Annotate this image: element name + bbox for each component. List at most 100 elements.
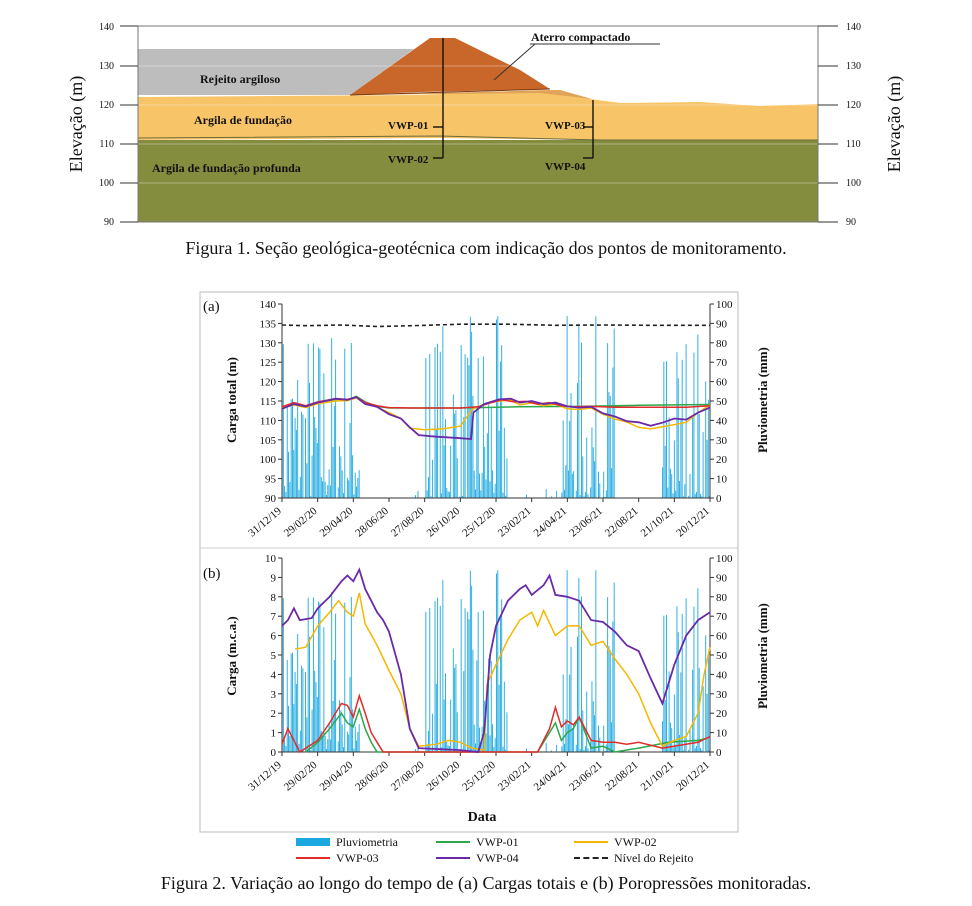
y2tick-label: 10 xyxy=(716,474,728,486)
xtick-label: 29/04/20 xyxy=(318,505,356,540)
ytick-label: 10 xyxy=(265,553,277,565)
ytick-label: 110 xyxy=(260,415,277,427)
figure1-caption: Figura 1. Seção geológica-geotécnica com… xyxy=(185,238,787,258)
boundary-line xyxy=(137,135,818,141)
panel-a-y2label: Pluviometria (mm) xyxy=(755,347,770,453)
xtick-label: 29/02/20 xyxy=(282,759,320,794)
xtick-label: 20/12/21 xyxy=(674,759,712,793)
ytick-label: 120 xyxy=(260,377,277,389)
fig1-ylabel-right: Elevação (m) xyxy=(884,76,905,172)
y2tick-label: 70 xyxy=(716,357,728,369)
xtick-label: 23/02/21 xyxy=(496,505,534,539)
label-rejeito: Rejeito argiloso xyxy=(200,72,280,86)
xtick-label: 27/08/20 xyxy=(389,505,427,540)
ytick-label: 7 xyxy=(271,611,277,623)
y2tick-label: 50 xyxy=(716,396,728,408)
ytick-label: 90 xyxy=(265,493,277,505)
xtick-label: 24/04/21 xyxy=(532,505,570,539)
xtick-label: 28/06/20 xyxy=(353,505,391,540)
xtick-label: 25/12/20 xyxy=(460,759,498,794)
rain-bars xyxy=(282,316,711,498)
y2tick-label: 90 xyxy=(716,318,728,330)
series-line-n-vel-do-rejeito xyxy=(281,323,710,328)
y2tick-label: 0 xyxy=(716,747,722,759)
legend-item-vwp03: VWP-03 xyxy=(296,850,379,866)
xtick-label: 29/04/20 xyxy=(318,759,356,794)
xtick-label: 23/06/21 xyxy=(567,759,605,793)
xtick-label: 28/06/20 xyxy=(353,759,391,794)
ytick-label: 130 xyxy=(260,338,277,350)
fig1-ytick: 90 xyxy=(846,217,856,228)
label-vwp-03: VWP-03 xyxy=(545,120,586,132)
fill-base-line xyxy=(349,88,551,96)
y2tick-label: 50 xyxy=(716,650,728,662)
layer-foundation-clay xyxy=(138,90,818,140)
ytick-label: 5 xyxy=(271,650,277,662)
ytick-label: 2 xyxy=(271,708,277,720)
y2tick-label: 30 xyxy=(716,689,728,701)
series-line-vwp-04 xyxy=(281,567,711,753)
legend-swatch xyxy=(574,841,608,843)
legend-swatch xyxy=(574,857,608,859)
fig1-grid xyxy=(138,65,818,184)
legend-item-vwp04: VWP-04 xyxy=(436,850,519,866)
legend-swatch xyxy=(436,857,470,859)
legend-swatch xyxy=(436,841,470,843)
fig1-yticks-right: 140 130 120 110 100 90 xyxy=(846,22,861,228)
aterro-leader xyxy=(493,43,536,81)
xtick-label: 25/12/20 xyxy=(460,505,498,540)
chart-legend: Pluviometria VWP-01 VWP-02 VWP-03 VWP-04… xyxy=(296,834,716,868)
fig1-ytick: 100 xyxy=(99,178,114,189)
ytick-label: 9 xyxy=(271,572,277,584)
label-argila: Argila de fundação xyxy=(194,113,292,127)
fig1-ytick: 90 xyxy=(104,217,114,228)
layer-tailings xyxy=(138,49,414,95)
legend-item-pluviometria: Pluviometria xyxy=(296,834,398,850)
ytick-label: 6 xyxy=(271,631,277,643)
fig1-ytick: 120 xyxy=(846,100,861,111)
instrument-markers xyxy=(433,38,594,159)
label-vwp-04: VWP-04 xyxy=(545,161,586,173)
panel-a-tag: (a) xyxy=(203,299,220,315)
ytick-label: 105 xyxy=(260,435,277,447)
fig1-ytick: 110 xyxy=(99,139,114,150)
fig1-ytick: 140 xyxy=(99,22,114,33)
xtick-label: 26/10/20 xyxy=(425,505,463,540)
series-line-vwp-03 xyxy=(281,396,711,409)
y2tick-label: 70 xyxy=(716,611,728,623)
ytick-label: 8 xyxy=(271,592,277,604)
fig1-plot-area xyxy=(137,25,819,223)
series-line-vwp-04 xyxy=(281,396,711,440)
y2tick-label: 40 xyxy=(716,669,728,681)
label-vwp-02: VWP-02 xyxy=(388,154,429,166)
y2tick-label: 80 xyxy=(716,338,728,350)
fig1-ytick: 120 xyxy=(99,100,114,111)
y2tick-label: 0 xyxy=(716,493,722,505)
y2tick-label: 100 xyxy=(716,553,733,565)
series-line-vwp-02 xyxy=(294,592,711,751)
y2tick-label: 20 xyxy=(716,454,728,466)
series-line-vwp-01 xyxy=(305,706,708,753)
xtick-label: 22/08/21 xyxy=(603,759,641,793)
y2tick-label: 40 xyxy=(716,415,728,427)
xtick-label: 27/08/20 xyxy=(389,759,427,794)
legend-swatch xyxy=(296,857,330,859)
fig1-ytick: 130 xyxy=(99,61,114,72)
xtick-label: 26/10/20 xyxy=(425,759,463,794)
panel-b-y2label: Pluviometria (mm) xyxy=(755,603,770,709)
fig1-ylabel-left: Elevação (m) xyxy=(66,76,87,172)
ytick-label: 4 xyxy=(271,669,277,681)
figure2-chart: (a) (b) 90951001051101151201251301351400… xyxy=(199,291,770,833)
y2tick-label: 80 xyxy=(716,592,728,604)
fig1-yticks-left: 140 130 120 110 100 90 xyxy=(99,22,114,228)
y2tick-label: 60 xyxy=(716,377,728,389)
rain-bars xyxy=(282,570,711,752)
y2tick-label: 90 xyxy=(716,572,728,584)
x-axis-title: Data xyxy=(468,810,497,825)
panel-a: 90 95 100 105 110 115 120 125 130 135 140 0 10 20 30 40… xyxy=(246,299,733,539)
xtick-label: 29/02/20 xyxy=(282,505,320,540)
legend-label: VWP-04 xyxy=(476,850,519,865)
label-profunda: Argila de fundação profunda xyxy=(152,161,301,175)
legend-item-vwp02: VWP-02 xyxy=(574,834,657,850)
y2tick-label: 30 xyxy=(716,435,728,447)
